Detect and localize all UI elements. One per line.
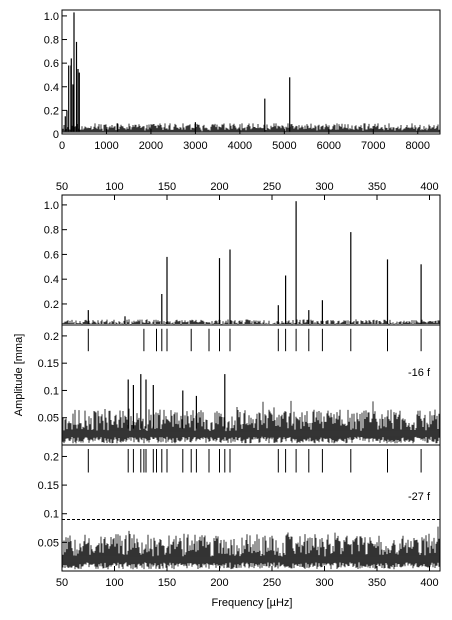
x-axis-label: Frequency [µHz] xyxy=(212,597,293,609)
zoom-top-x-tick-label-5: 300 xyxy=(315,181,333,193)
overview-y-tick-label-3: 0.6 xyxy=(44,58,59,70)
prewhitened-27-y-tick-label-2: 0.15 xyxy=(38,480,59,492)
zoom-top-x-tick-label-6: 350 xyxy=(368,181,386,193)
prewhitened-27-x-tick-label-1: 100 xyxy=(105,577,123,589)
y-axis-label: Amplitude [mma] xyxy=(13,334,25,417)
prewhitened-27-x-tick-label-3: 200 xyxy=(210,577,228,589)
overview-y-tick-label-2: 0.4 xyxy=(44,82,59,94)
prewhitened-16-y-tick-label-1: 0.1 xyxy=(44,385,59,397)
prewhitened-27-x-tick-label-6: 350 xyxy=(368,577,386,589)
zoom-top-x-tick-label-3: 200 xyxy=(210,181,228,193)
overview-x-tick-label-2: 2000 xyxy=(139,140,163,152)
zoom-y-tick-label-4: 1.0 xyxy=(44,200,59,212)
prewhitened-27-y-tick-label-3: 0.2 xyxy=(44,451,59,463)
overview-noise xyxy=(62,123,440,133)
label-16f: -16 f xyxy=(408,367,431,379)
overview-panel: 0 1000 2000 3000 4000 5000 6000 7000 8000 0 0.2 0.4… xyxy=(44,9,441,152)
prewhitened-16-y-tick-label-0: 0.05 xyxy=(38,413,59,425)
prewhitened-16-y-tick-label-3: 0.2 xyxy=(44,331,59,343)
zoom-top-x-tick-label-7: 400 xyxy=(420,181,438,193)
overview-x-tick-label-7: 7000 xyxy=(361,140,385,152)
zoom-top-x-tick-label-1: 100 xyxy=(105,181,123,193)
prewhitened-16-y-tick-label-2: 0.15 xyxy=(38,358,59,370)
prewhitened-27-x-tick-label-4: 250 xyxy=(263,577,281,589)
overview-y-tick-label-1: 0.2 xyxy=(44,105,59,117)
overview-x-tick-label-8: 8000 xyxy=(406,140,430,152)
zoom-y-tick-label-3: 0.8 xyxy=(44,225,59,237)
zoom-top-x-tick-label-4: 250 xyxy=(263,181,281,193)
prewhitened-27-x-tick-label-0: 50 xyxy=(56,577,68,589)
overview-y-tick-label-4: 0.8 xyxy=(44,35,59,47)
prewhitened-27-y-tick-label-0: 0.05 xyxy=(38,537,59,549)
label-27f: -27 f xyxy=(408,491,431,503)
prewhitened-16-panel: 0.05 0.1 0.15 0.2 xyxy=(38,324,441,446)
zoom-y-tick-label-2: 0.6 xyxy=(44,249,59,261)
prewhitened-16-residual xyxy=(62,400,440,444)
overview-y-tick-label-0: 0 xyxy=(53,129,59,141)
overview-x-tick-label-4: 4000 xyxy=(228,140,252,152)
overview-x-tick-label-1: 1000 xyxy=(94,140,118,152)
zoom-top-x-tick-label-2: 150 xyxy=(158,181,176,193)
zoom-top-x-tick-label-0: 50 xyxy=(56,181,68,193)
zoom-noise xyxy=(62,319,440,325)
overview-frame xyxy=(61,9,441,135)
prewhitened-27-x-tick-label-2: 150 xyxy=(158,577,176,589)
overview-x-tick-label-5: 5000 xyxy=(272,140,296,152)
prewhitened-27-residual xyxy=(62,526,440,570)
prewhitened-27-x-tick-label-7: 400 xyxy=(420,577,438,589)
zoom-frame xyxy=(61,194,441,326)
zoom-panel: 50 100 150 200 250 300 350 400 0.2 0.4 0.6 0.8 1.0 xyxy=(44,181,441,326)
overview-x-tick-label-0: 0 xyxy=(59,140,65,152)
zoom-y-tick-label-0: 0.2 xyxy=(44,299,59,311)
overview-x-tick-label-6: 6000 xyxy=(317,140,341,152)
overview-x-tick-label-3: 3000 xyxy=(183,140,207,152)
prewhitened-27-frame xyxy=(61,444,441,572)
prewhitened-27-panel: 0.05 0.1 0.15 0.2 50 100 150 200 250 300 350 400 xyxy=(38,444,441,589)
overview-y-tick-label-5: 1.0 xyxy=(44,11,59,23)
prewhitened-27-x-tick-label-5: 300 xyxy=(315,577,333,589)
zoom-y-tick-label-1: 0.4 xyxy=(44,274,59,286)
prewhitened-27-y-tick-label-1: 0.1 xyxy=(44,509,59,521)
